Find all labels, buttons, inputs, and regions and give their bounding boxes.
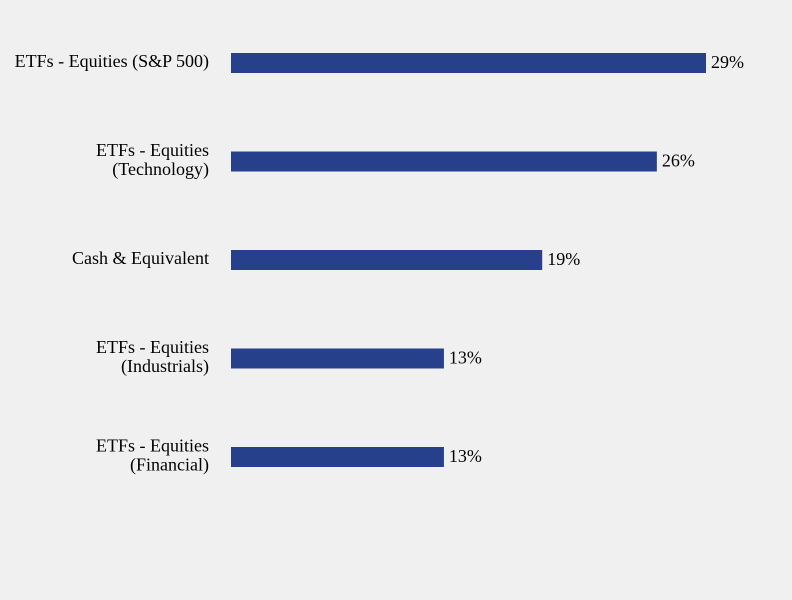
bar: [231, 250, 543, 270]
value-label: 29%: [711, 52, 744, 72]
value-label: 19%: [547, 249, 580, 269]
category-label: ETFs - Equities (Financial): [96, 436, 209, 476]
value-label: 26%: [662, 151, 695, 171]
value-label: 13%: [449, 348, 482, 368]
category-label: ETFs - Equities (S&P 500): [15, 51, 209, 72]
category-label: ETFs - Equities (Technology): [96, 140, 209, 180]
bar: [231, 447, 444, 467]
category-label: ETFs - Equities (Industrials): [96, 337, 209, 377]
bar: [231, 151, 657, 172]
category-label: Cash & Equivalent: [72, 248, 209, 268]
value-label: 13%: [449, 446, 482, 466]
bar: [231, 348, 444, 369]
bar: [231, 53, 706, 73]
